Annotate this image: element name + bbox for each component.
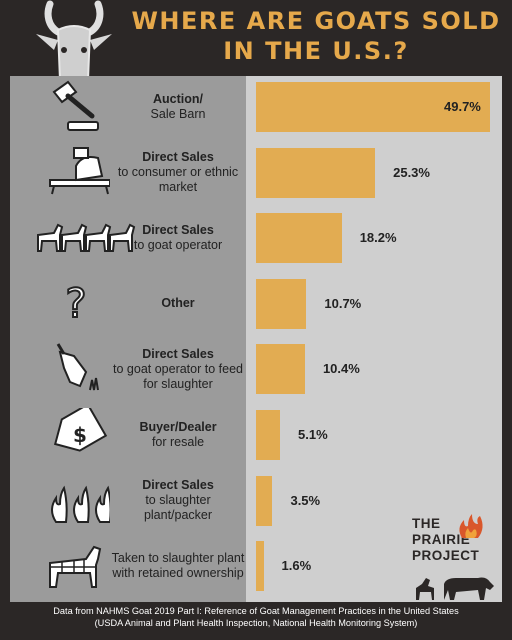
chart-panel: Auction/Sale Barn 49.7% Direct Sales to con… bbox=[10, 76, 502, 602]
category-label: Direct Sales to consumer or ethnic market bbox=[110, 150, 246, 195]
bar bbox=[256, 278, 307, 329]
svg-text:?: ? bbox=[65, 281, 86, 327]
goat-grazing-icon bbox=[56, 343, 99, 391]
question-mark-icon: ? bbox=[64, 280, 87, 328]
logo-animals-icon bbox=[416, 577, 494, 600]
header: WHERE ARE GOATS SOLD IN THE U.S.? bbox=[0, 0, 512, 95]
category-label: Direct Sales to goat operator bbox=[110, 223, 246, 253]
bar bbox=[256, 213, 342, 264]
chart-row: ? Other 10.7% bbox=[10, 278, 502, 329]
category-label: Direct Sales to goat operator to feed for… bbox=[110, 347, 246, 392]
value-label: 10.4% bbox=[322, 361, 360, 377]
category-label: Other bbox=[110, 296, 246, 311]
title-line-2: IN THE U.S.? bbox=[223, 37, 409, 65]
source-line-2: (USDA Animal and Plant Health Inspection… bbox=[94, 618, 418, 628]
category-label-bold: Direct Sales bbox=[142, 346, 214, 361]
goat-cuts-icon bbox=[49, 545, 102, 589]
chart-row: Direct Sales to goat operator 18.2% bbox=[10, 213, 502, 264]
category-label: Direct Sales to slaughter plant/packer bbox=[110, 478, 246, 523]
meat-slicer-icon bbox=[49, 146, 110, 194]
value-label: 49.7% bbox=[444, 99, 481, 114]
bar bbox=[256, 475, 273, 526]
chart-label-column bbox=[10, 76, 246, 602]
category-label: Buyer/Dealer for resale bbox=[110, 420, 246, 450]
bar bbox=[256, 410, 280, 460]
category-label-bold: Direct Sales bbox=[142, 478, 214, 493]
category-label-bold: Auction/ bbox=[153, 92, 203, 106]
category-label: Taken to slaughter plant with retained o… bbox=[110, 551, 246, 581]
category-label-rest: to consumer or ethnic market bbox=[117, 165, 239, 195]
category-label-rest: for resale bbox=[151, 435, 205, 449]
bar bbox=[256, 541, 264, 592]
bar bbox=[256, 344, 305, 395]
category-label: Auction/Sale Barn bbox=[110, 92, 246, 122]
goat-herd-icon bbox=[37, 223, 136, 253]
category-label-rest: to slaughter plant/packer bbox=[143, 493, 213, 523]
page-title: WHERE ARE GOATS SOLD IN THE U.S.? bbox=[120, 6, 512, 66]
category-label-bold: Direct Sales bbox=[142, 223, 214, 238]
bar bbox=[256, 82, 490, 132]
footer-source: Data from NAHMS Goat 2019 Part I: Refere… bbox=[0, 602, 512, 640]
value-label: 5.1% bbox=[298, 427, 328, 442]
category-label-rest: Sale Barn bbox=[150, 107, 206, 121]
source-line-1: Data from NAHMS Goat 2019 Part I: Refere… bbox=[53, 606, 459, 616]
chart-row: Taken to slaughter plant with retained o… bbox=[10, 541, 502, 592]
category-label-rest: to goat operator bbox=[133, 238, 223, 253]
prairie-project-logo: THE PRAIRIE PROJECT bbox=[412, 514, 502, 606]
chart-row: Direct Sales to consumer or ethnic market… bbox=[10, 146, 502, 198]
value-label: 10.7% bbox=[324, 295, 362, 311]
value-label: 1.6% bbox=[281, 558, 312, 574]
category-label-bold: Other bbox=[161, 296, 195, 311]
logo-flame-icon bbox=[459, 514, 483, 538]
value-label: 25.3% bbox=[393, 164, 430, 180]
chart-row: $ Buyer/Dealer for resale 5.1% bbox=[10, 408, 502, 460]
category-label-bold: Direct Sales bbox=[142, 150, 214, 165]
chart-row: Direct Sales to slaughter plant/packer 3.5… bbox=[10, 475, 502, 526]
title-line-1: WHERE ARE GOATS SOLD bbox=[131, 7, 501, 35]
value-label: 3.5% bbox=[290, 492, 321, 508]
value-label: 18.2% bbox=[359, 230, 397, 246]
chart-row: Auction/Sale Barn 49.7% bbox=[10, 80, 502, 132]
svg-text:$: $ bbox=[73, 423, 87, 447]
flames-icon bbox=[51, 485, 110, 523]
gavel-icon bbox=[52, 80, 99, 131]
price-tag-icon: $ bbox=[53, 408, 108, 452]
category-label-rest: to goat operator to feed for slaughter bbox=[113, 361, 243, 391]
chart-row: Direct Sales to goat operator to feed for… bbox=[10, 343, 502, 395]
category-label-bold: Buyer/Dealer bbox=[139, 420, 217, 434]
category-label-rest: Taken to slaughter plant with retained o… bbox=[111, 551, 245, 581]
bar bbox=[256, 147, 376, 198]
